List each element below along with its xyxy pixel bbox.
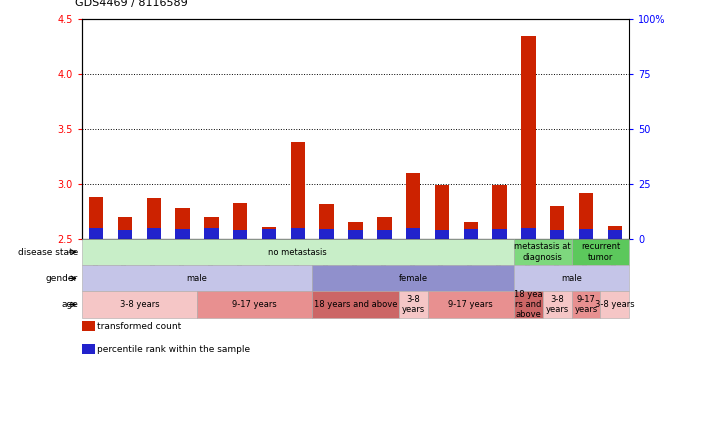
Text: gender: gender [46,274,78,283]
Text: 3-8
years: 3-8 years [402,295,424,314]
Bar [492,229,507,239]
Bar [319,204,334,239]
Bar [118,217,132,239]
Bar [579,193,593,239]
Text: 3-8 years: 3-8 years [595,300,635,309]
Text: female: female [399,274,428,283]
Bar [233,203,247,239]
Bar [434,185,449,239]
Bar [492,185,507,239]
Bar [550,206,565,239]
Bar [118,230,132,239]
Bar [262,229,277,239]
Bar [348,230,363,239]
Text: male: male [186,274,208,283]
Bar [204,217,219,239]
Bar [176,208,190,239]
Text: recurrent
tumor: recurrent tumor [581,242,620,262]
Bar [233,230,247,239]
Text: 18 yea
rs and
above: 18 yea rs and above [514,290,542,319]
Bar [291,142,305,239]
Bar [89,197,103,239]
Bar [377,217,392,239]
Text: disease state: disease state [18,247,78,257]
Bar [291,228,305,239]
Bar [406,228,420,239]
Bar [464,222,478,239]
Bar [377,230,392,239]
Text: 3-8 years: 3-8 years [119,300,159,309]
Text: 9-17
years: 9-17 years [574,295,598,314]
Bar [204,228,219,239]
Text: 3-8
years: 3-8 years [545,295,569,314]
Bar [348,222,363,239]
Bar [464,229,478,239]
Text: 18 years and above: 18 years and above [314,300,397,309]
Bar [319,229,334,239]
Bar [608,230,622,239]
Text: 9-17 years: 9-17 years [449,300,493,309]
Text: no metastasis: no metastasis [269,247,327,257]
Bar [434,230,449,239]
Bar [608,226,622,239]
Text: GDS4469 / 8116589: GDS4469 / 8116589 [75,0,188,8]
Bar [521,228,535,239]
Bar [89,228,103,239]
Text: male: male [561,274,582,283]
Text: 9-17 years: 9-17 years [232,300,277,309]
Bar [406,173,420,239]
Bar [579,229,593,239]
Bar [550,230,565,239]
Bar [521,36,535,239]
Text: transformed count: transformed count [97,321,181,331]
Text: percentile rank within the sample: percentile rank within the sample [97,345,250,354]
Text: age: age [61,300,78,309]
Bar [262,227,277,239]
Bar [146,198,161,239]
Text: metastasis at
diagnosis: metastasis at diagnosis [515,242,571,262]
Bar [176,229,190,239]
Bar [146,228,161,239]
